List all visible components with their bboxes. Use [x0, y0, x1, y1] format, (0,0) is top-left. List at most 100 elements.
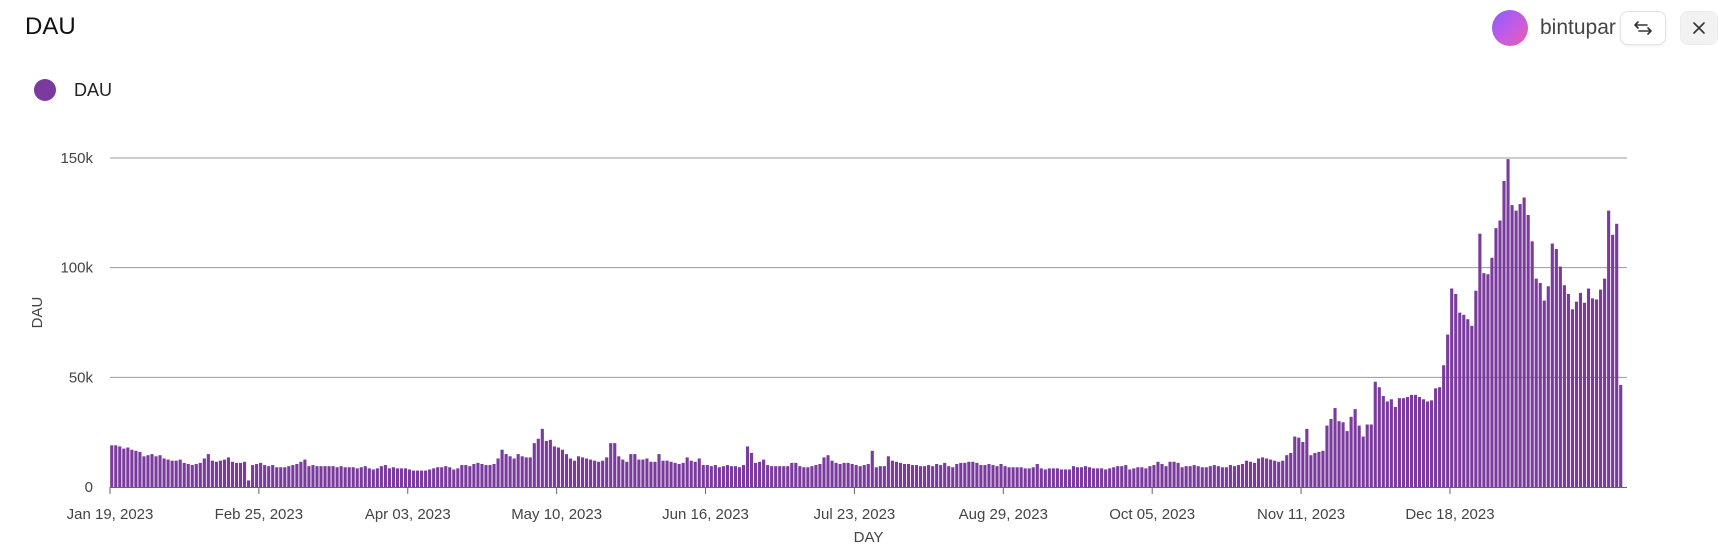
x-tick-label: Jul 23, 2023 — [814, 506, 896, 523]
bar — [315, 466, 319, 487]
bar — [641, 459, 645, 487]
bar — [605, 457, 609, 487]
bar — [1261, 457, 1265, 487]
bar — [1244, 460, 1249, 487]
bar — [975, 462, 979, 487]
bar — [1417, 397, 1422, 487]
bar — [657, 454, 661, 487]
bar — [174, 460, 178, 487]
bar — [1019, 467, 1023, 487]
bar — [633, 454, 637, 487]
x-tick-label: Nov 11, 2023 — [1257, 506, 1345, 523]
username[interactable]: bintupar — [1540, 16, 1616, 39]
bar — [436, 467, 440, 487]
bar — [319, 466, 323, 487]
bar — [1232, 466, 1236, 487]
bar — [1039, 468, 1043, 487]
bar — [834, 462, 838, 487]
bar — [609, 443, 613, 487]
bar — [1257, 458, 1261, 487]
bar — [669, 461, 673, 487]
bar — [705, 465, 709, 487]
bar — [943, 462, 947, 487]
bar — [1184, 466, 1188, 487]
bar — [963, 462, 967, 487]
bar — [343, 467, 347, 487]
bar — [488, 465, 492, 487]
bar — [532, 443, 536, 487]
bar — [1104, 469, 1108, 487]
bar — [770, 466, 774, 487]
bar — [178, 459, 182, 487]
y-tick-label: 0 — [85, 479, 93, 496]
bar — [1092, 468, 1096, 487]
x-tick-label: Dec 18, 2023 — [1405, 506, 1494, 523]
bar — [275, 467, 279, 487]
bar — [154, 456, 158, 487]
bar — [1321, 450, 1325, 487]
bar — [1067, 469, 1072, 487]
bar — [1397, 398, 1401, 487]
bar — [476, 462, 480, 487]
bar — [697, 458, 701, 487]
bar — [870, 450, 874, 487]
bar — [150, 454, 154, 487]
close-button[interactable] — [1680, 11, 1718, 45]
bar — [1216, 466, 1220, 487]
bar — [1075, 467, 1080, 487]
bar — [335, 467, 339, 487]
bar — [1164, 466, 1168, 487]
bar — [142, 456, 146, 487]
y-tick-label: 50k — [69, 369, 94, 386]
bar — [1293, 436, 1297, 487]
bar — [520, 456, 524, 487]
bar — [540, 428, 544, 487]
bar — [456, 468, 460, 487]
bar — [1228, 465, 1232, 487]
bar — [1236, 465, 1241, 487]
bar — [1124, 465, 1128, 487]
bar — [528, 457, 532, 487]
bar — [1570, 309, 1574, 487]
bar — [1168, 461, 1172, 487]
bar — [1007, 467, 1011, 487]
bar — [1055, 468, 1059, 487]
bar — [1353, 409, 1357, 487]
bar — [190, 465, 194, 487]
chart-legend[interactable]: DAU — [34, 79, 112, 101]
bar — [935, 463, 939, 487]
bar — [1011, 467, 1015, 487]
bar — [242, 461, 247, 487]
bar — [1305, 428, 1309, 487]
bar — [420, 470, 424, 487]
bar — [556, 447, 560, 487]
bar — [1148, 466, 1152, 487]
bar — [818, 463, 822, 487]
bar — [1277, 461, 1281, 487]
bar — [1514, 210, 1518, 487]
bar — [874, 467, 878, 487]
bar — [1454, 293, 1458, 487]
bar — [110, 445, 114, 487]
bar — [1574, 301, 1579, 487]
bar — [1289, 453, 1293, 487]
bar — [492, 463, 496, 487]
bar — [307, 466, 311, 487]
avatar[interactable] — [1492, 10, 1528, 46]
bar — [967, 461, 971, 487]
bar — [407, 469, 412, 487]
swap-button[interactable] — [1620, 11, 1666, 45]
bar — [263, 465, 267, 487]
bar — [709, 466, 713, 487]
bar — [673, 462, 677, 487]
bar — [689, 460, 693, 487]
bar — [572, 460, 577, 487]
bar — [1273, 460, 1277, 487]
bar — [299, 461, 303, 487]
bar — [1337, 421, 1341, 487]
bar — [1510, 205, 1514, 487]
bar — [1309, 455, 1313, 487]
bar — [754, 462, 758, 487]
bar — [1611, 234, 1615, 487]
bar — [1530, 241, 1534, 487]
